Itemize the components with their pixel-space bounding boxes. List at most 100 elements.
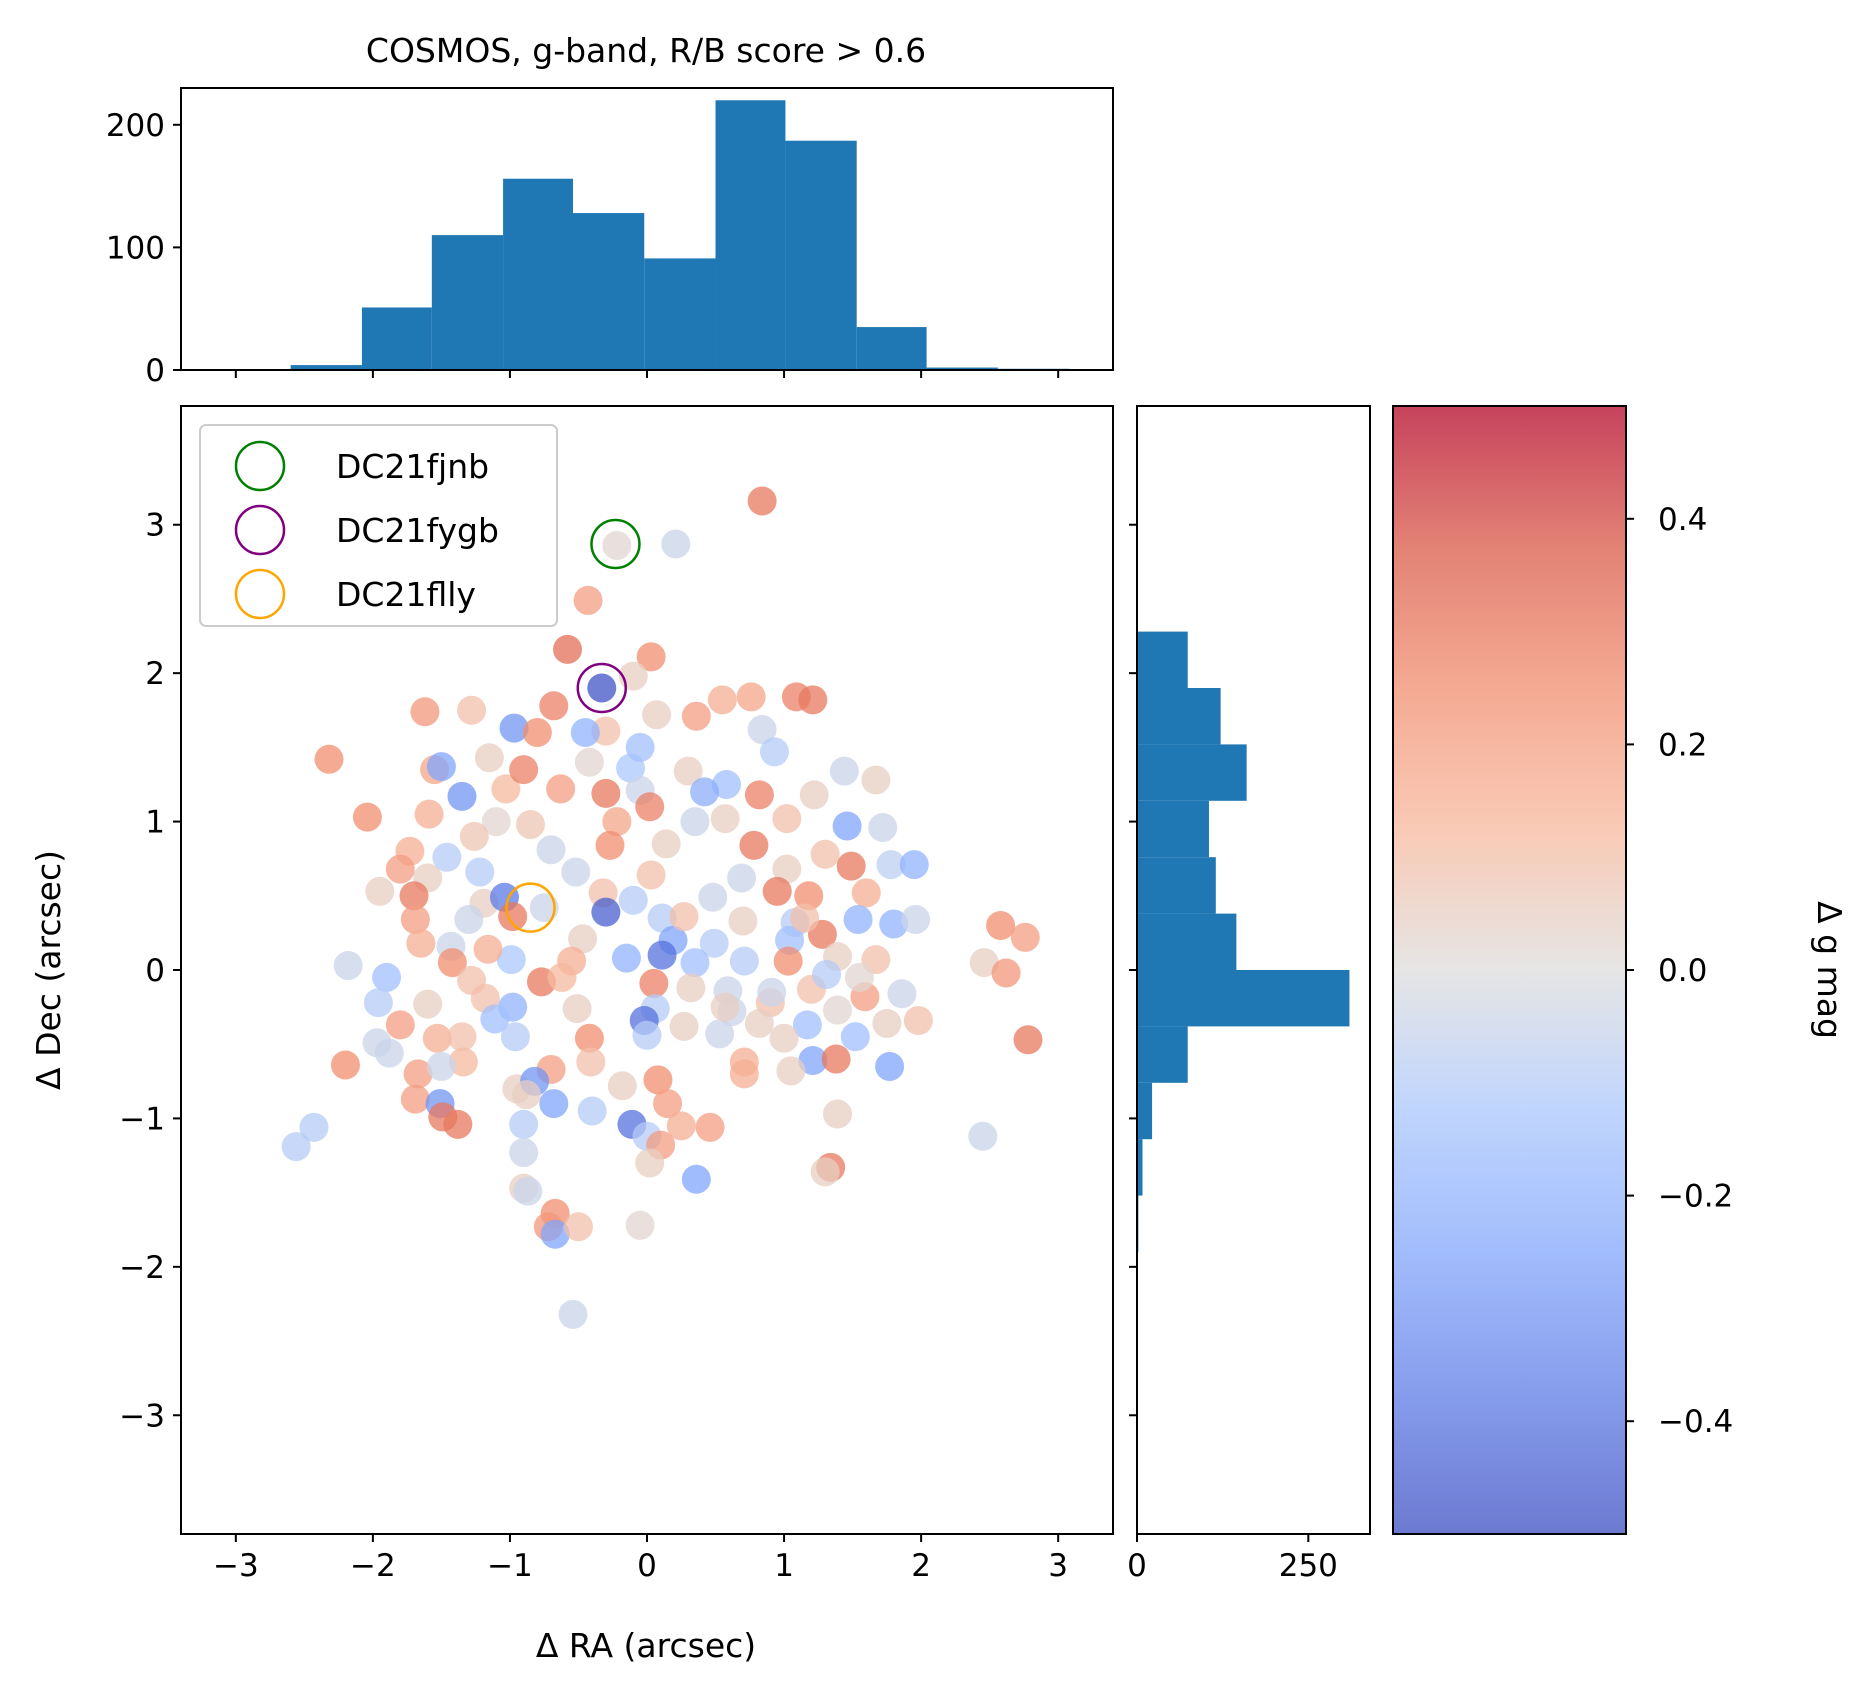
scatter-point [602,531,632,561]
y-tick-label: 1 [145,805,165,841]
x-tick-label: −3 [213,1548,259,1584]
histogram-top-bar [715,100,786,371]
scatter-point [636,860,666,890]
scatter-point [823,995,853,1025]
histogram-right-xtick-label: 250 [1279,1548,1338,1584]
scatter-point [522,718,552,748]
scatter-point [539,691,569,721]
scatter-point [558,1299,588,1329]
scatter-point [499,713,529,743]
y-tick-label: 2 [145,656,165,692]
scatter-point [426,1051,456,1081]
scatter-point [403,1059,433,1089]
scatter-point [729,1059,759,1089]
y-tick-label: −3 [119,1398,165,1434]
scatter-point [775,925,805,955]
histogram-right-bar [1137,1139,1143,1196]
scatter-point [611,943,641,973]
legend-marker-dc21fygb [234,504,286,556]
scatter-point [680,948,710,978]
scatter-point [406,928,436,958]
scatter-point [491,774,521,804]
scatter-point [496,945,526,975]
scatter-point [843,905,873,935]
colorbar-gradient [1393,406,1626,1534]
scatter-point [695,1112,725,1142]
scatter-point [986,910,1016,940]
histogram-top-ytick-label: 200 [106,108,165,144]
histogram-right-xtick-label: 0 [1127,1548,1147,1584]
scatter-point [727,863,757,893]
scatter-point [480,1004,510,1034]
scatter-point [570,718,600,748]
colorbar-tick-label: 0.2 [1658,727,1707,763]
scatter-point [744,1008,774,1038]
scatter-point [647,940,677,970]
scatter-point [540,1219,570,1249]
scatter-point [707,685,737,715]
scatter-point [666,1111,696,1141]
scatter-point [577,1096,607,1126]
scatter-point [681,701,711,731]
scatter-point [573,585,603,615]
scatter-point [509,1138,539,1168]
scatter-point [459,821,489,851]
scatter-point [432,842,462,872]
colorbar: −0.4 −0.2 0.0 0.2 0.4 [1392,405,1733,1535]
scatter-point [333,951,363,981]
scatter-point [643,1065,673,1095]
scatter-point [536,835,566,865]
scatter-point [639,968,669,998]
scatter-point [776,1056,806,1086]
chart-title: COSMOS, g-band, R/B score > 0.6 [366,31,926,70]
histogram-right-bar [1137,857,1216,914]
scatter-point [647,903,677,933]
marker-dc21fygb [576,662,628,714]
scatter-point [299,1112,329,1142]
scatter-point [653,1089,683,1119]
scatter-point [587,673,617,703]
scatter-point [437,948,467,978]
scatter-point [681,1164,711,1194]
scatter-point [447,781,477,811]
scatter-point [498,902,528,932]
scatter-point [553,634,583,664]
y-tick-label: 3 [145,508,165,544]
scatter-point [744,780,774,810]
scatter-point [561,857,591,887]
scatter-point [836,851,866,881]
scatter-point [365,876,395,906]
scatter-point [876,850,906,880]
scatter-point [625,1210,655,1240]
scatter-point [736,682,766,712]
scatter-point [772,854,802,884]
scatter-point [792,1010,822,1040]
y-tick-label: −1 [119,1101,165,1137]
scatter-point [539,1089,569,1119]
scatter-point [710,992,740,1022]
scatter-point [473,934,503,964]
x-tick-label: 0 [637,1548,657,1584]
scatter-point [1010,922,1040,952]
colorbar-tick-label: 0.0 [1658,953,1707,989]
scatter-point [829,756,859,786]
scatter-point [465,857,495,887]
y-tick-label: −2 [119,1250,165,1286]
scatter-point [625,732,655,762]
scatter-point [363,988,393,1018]
scatter-point [669,1011,699,1041]
scatter-point [591,778,621,808]
scatter-point [529,893,559,923]
scatter-point [772,804,802,834]
scatter-point [757,977,787,1007]
marker-dc21flly [505,882,556,933]
scatter-point [887,979,917,1009]
scatter-point [374,1038,404,1068]
scatter-point [1013,1025,1043,1055]
histogram-top-bar [503,178,573,370]
scatter-point [840,1022,870,1052]
scatter-point [636,642,666,672]
scatter-point [747,486,777,516]
scatter-point [414,799,444,829]
scatter-point [563,1212,593,1242]
